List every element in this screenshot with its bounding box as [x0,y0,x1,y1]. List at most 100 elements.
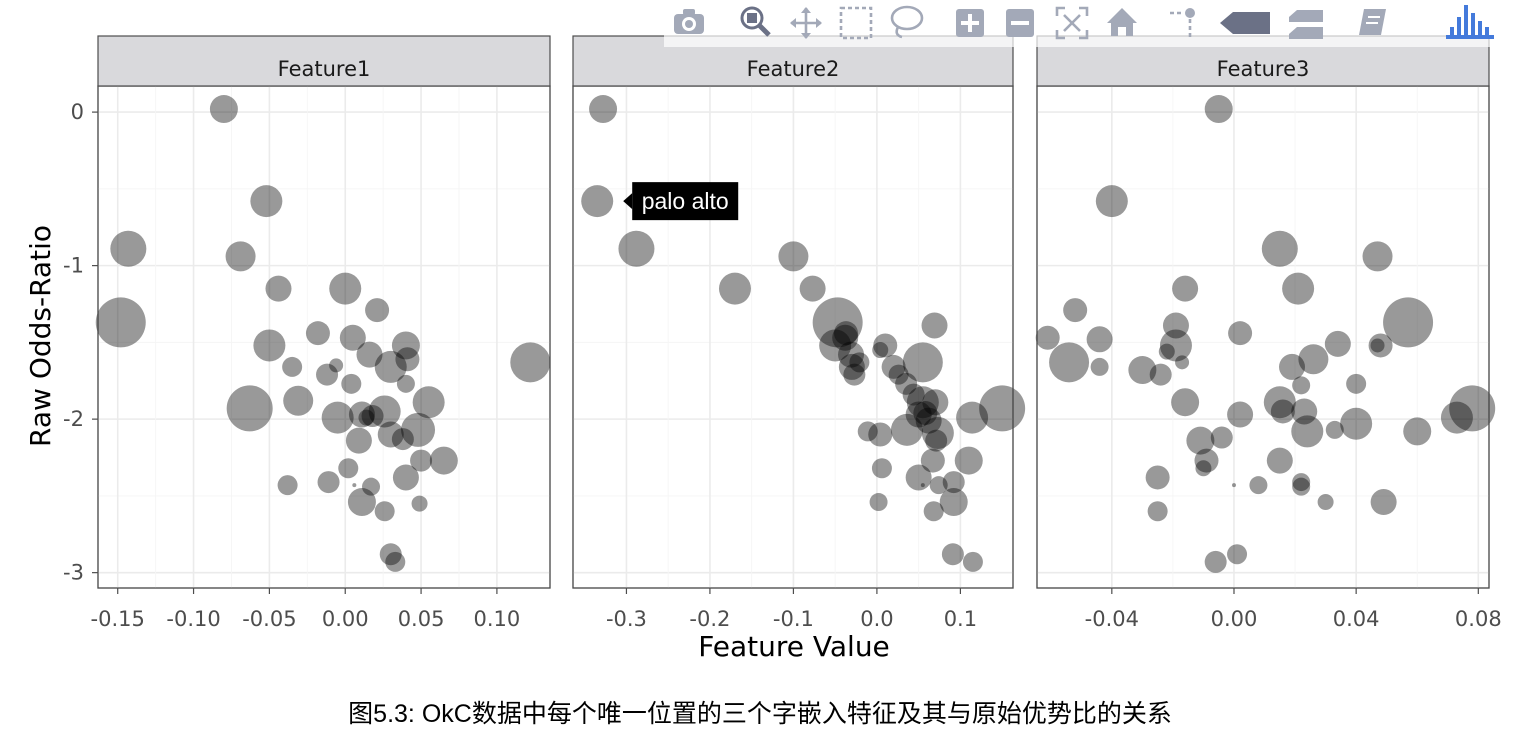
data-point[interactable] [277,475,298,496]
zoom-icon[interactable] [740,6,771,37]
data-point[interactable] [374,350,407,383]
data-point[interactable] [869,493,888,512]
data-point[interactable] [871,458,892,479]
data-point[interactable] [1095,185,1128,218]
data-point[interactable] [872,342,889,359]
data-point[interactable] [778,241,809,272]
data-point[interactable] [939,488,968,517]
hover-closest-icon[interactable] [1220,12,1270,34]
data-point[interactable] [1440,401,1473,434]
data-point[interactable] [1263,386,1296,419]
data-point[interactable] [857,421,878,442]
data-point[interactable] [1249,476,1268,495]
data-point[interactable] [942,471,965,494]
data-point[interactable] [890,413,923,446]
data-point[interactable] [1340,407,1373,440]
data-point[interactable] [316,363,339,386]
data-point[interactable] [1261,230,1298,267]
data-point[interactable] [391,331,420,360]
data-point[interactable] [1147,501,1168,522]
data-point[interactable] [429,446,458,475]
data-point[interactable] [921,312,948,339]
data-point[interactable] [849,352,870,373]
data-point[interactable] [401,412,436,447]
data-point[interactable] [941,543,964,566]
data-point[interactable] [347,488,376,517]
data-point[interactable] [1035,325,1060,350]
data-point[interactable] [250,185,283,218]
data-point[interactable] [1346,373,1367,394]
data-point[interactable] [1194,448,1219,473]
data-point[interactable] [905,401,932,428]
box-select-icon[interactable] [839,6,873,40]
data-point[interactable] [410,449,433,472]
data-point[interactable] [1090,357,1109,376]
data-point[interactable] [1291,415,1324,448]
zoom-in-icon[interactable] [956,9,984,37]
data-point[interactable] [348,401,375,428]
data-point[interactable] [374,501,395,522]
data-point[interactable] [362,477,381,496]
data-point[interactable] [1162,312,1189,339]
data-point[interactable] [1403,417,1432,446]
data-point[interactable] [1317,494,1334,511]
data-point[interactable] [868,422,893,447]
data-point[interactable] [329,358,344,373]
data-point[interactable] [1292,473,1311,492]
data-point[interactable] [832,324,859,351]
data-point[interactable] [1145,465,1170,490]
data-point[interactable] [510,342,551,383]
data-point[interactable] [1227,544,1248,565]
data-point[interactable] [962,551,983,572]
lasso-select-icon[interactable] [890,5,924,39]
data-point[interactable] [1270,399,1295,424]
data-point[interactable] [338,458,359,479]
data-point[interactable] [873,333,898,358]
camera-icon[interactable] [674,9,704,34]
data-point[interactable] [1292,477,1311,496]
data-point[interactable] [1282,272,1315,305]
data-point[interactable] [954,446,983,475]
data-point[interactable] [843,363,866,386]
data-point[interactable] [915,407,942,434]
data-point[interactable] [923,501,944,522]
data-point[interactable] [1298,344,1329,375]
data-point[interactable] [329,272,362,305]
data-point[interactable] [1172,275,1199,302]
data-point[interactable] [819,329,852,362]
data-point[interactable] [1449,385,1496,432]
data-point[interactable] [1149,363,1172,386]
data-point[interactable] [396,374,415,393]
autoscale-icon[interactable] [1055,6,1089,40]
data-point[interactable] [358,409,375,426]
data-point[interactable] [1204,550,1227,573]
data-point[interactable] [352,483,357,488]
data-point[interactable] [922,389,949,416]
data-point[interactable] [321,401,354,434]
plotly-logo-icon[interactable] [1446,5,1494,39]
data-point[interactable] [921,416,954,449]
data-point[interactable] [1210,426,1233,449]
data-point[interactable] [1383,297,1434,348]
data-point[interactable] [888,364,909,385]
data-point[interactable] [1175,355,1190,370]
zoom-out-icon[interactable] [1006,9,1034,37]
data-point[interactable] [929,476,948,495]
data-point[interactable] [341,373,362,394]
data-point[interactable] [305,321,330,346]
home-icon[interactable] [1107,8,1137,36]
data-point[interactable] [812,297,863,348]
data-point[interactable] [581,185,614,218]
data-point[interactable] [1159,329,1192,362]
data-point[interactable] [1227,401,1254,428]
data-point[interactable] [920,448,945,473]
data-point[interactable] [902,342,943,383]
data-point[interactable] [589,95,618,124]
data-point[interactable] [368,395,401,428]
data-point[interactable] [1279,353,1306,380]
data-point[interactable] [395,347,420,372]
data-point[interactable] [253,329,286,362]
data-point[interactable] [1086,326,1113,353]
data-point[interactable] [925,429,948,452]
data-point[interactable] [1266,447,1293,474]
